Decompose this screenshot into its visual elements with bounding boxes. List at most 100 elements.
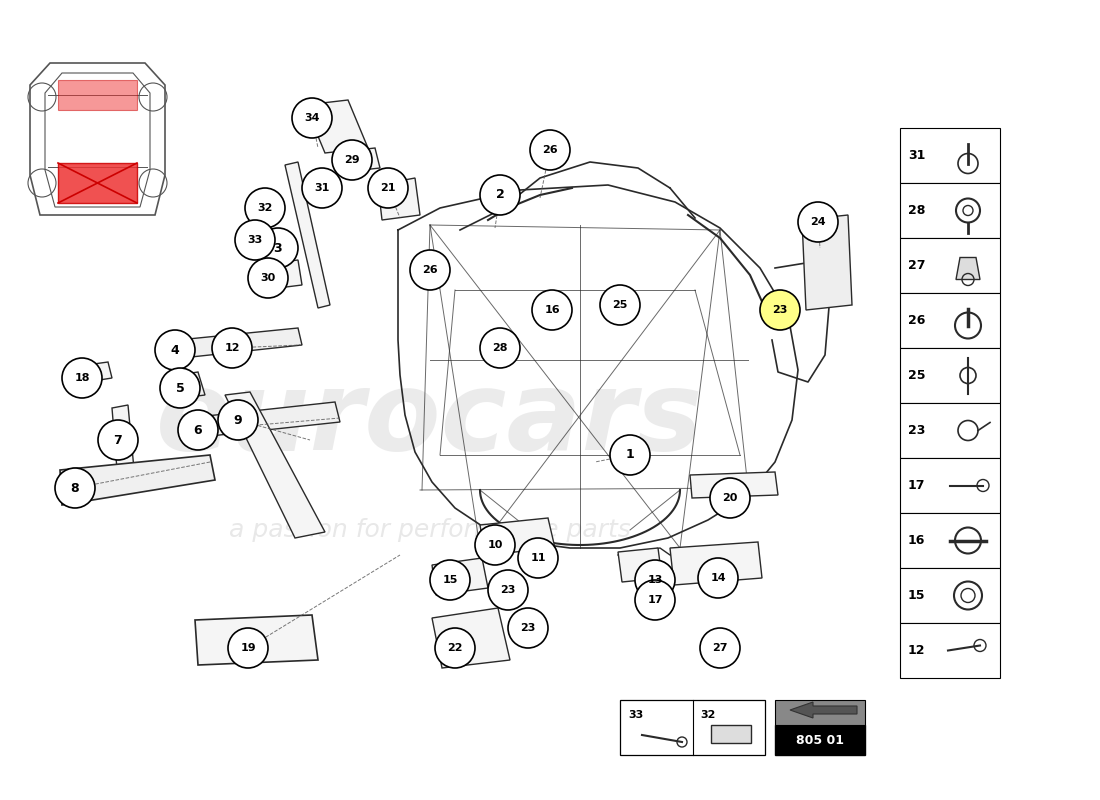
Text: 17: 17 <box>647 595 662 605</box>
Text: 19: 19 <box>240 643 256 653</box>
Text: 34: 34 <box>305 113 320 123</box>
Bar <box>900 238 1000 293</box>
Text: 25: 25 <box>613 300 628 310</box>
Polygon shape <box>790 702 857 718</box>
Text: 3: 3 <box>274 242 283 254</box>
Circle shape <box>332 140 372 180</box>
Text: 26: 26 <box>422 265 438 275</box>
Bar <box>900 403 1000 458</box>
Circle shape <box>98 420 138 460</box>
Polygon shape <box>802 215 852 310</box>
Text: 27: 27 <box>908 259 925 272</box>
Polygon shape <box>58 80 138 110</box>
Text: 28: 28 <box>493 343 508 353</box>
Text: 31: 31 <box>315 183 330 193</box>
Text: 14: 14 <box>711 573 726 583</box>
Text: 23: 23 <box>520 623 536 633</box>
Text: 30: 30 <box>261 273 276 283</box>
Text: 23: 23 <box>772 305 788 315</box>
Circle shape <box>710 478 750 518</box>
Circle shape <box>235 220 275 260</box>
Bar <box>900 458 1000 513</box>
Circle shape <box>530 130 570 170</box>
Text: 16: 16 <box>544 305 560 315</box>
Bar <box>900 293 1000 348</box>
Polygon shape <box>340 148 379 172</box>
Circle shape <box>430 560 470 600</box>
Circle shape <box>600 285 640 325</box>
Text: 23: 23 <box>500 585 516 595</box>
Text: 1: 1 <box>626 449 635 462</box>
Circle shape <box>635 560 675 600</box>
Text: 12: 12 <box>908 644 925 657</box>
Circle shape <box>178 410 218 450</box>
Circle shape <box>955 527 981 554</box>
Text: 26: 26 <box>908 314 925 327</box>
Text: 17: 17 <box>908 479 925 492</box>
Text: 5: 5 <box>176 382 185 394</box>
Polygon shape <box>305 100 369 153</box>
Polygon shape <box>258 260 303 290</box>
Polygon shape <box>378 178 420 220</box>
Text: 4: 4 <box>170 343 179 357</box>
Polygon shape <box>65 362 112 385</box>
Text: 10: 10 <box>487 540 503 550</box>
Text: 15: 15 <box>442 575 458 585</box>
Text: 33: 33 <box>628 710 643 720</box>
Circle shape <box>958 154 978 174</box>
Text: 7: 7 <box>113 434 122 446</box>
Text: 24: 24 <box>811 217 826 227</box>
Circle shape <box>956 198 980 222</box>
Text: 26: 26 <box>542 145 558 155</box>
Bar <box>711 725 750 743</box>
Text: 11: 11 <box>530 553 546 563</box>
Polygon shape <box>188 402 340 438</box>
Polygon shape <box>112 405 135 482</box>
Bar <box>900 623 1000 678</box>
Circle shape <box>480 175 520 215</box>
Circle shape <box>955 313 981 338</box>
Text: 2: 2 <box>496 189 505 202</box>
Polygon shape <box>432 608 510 668</box>
Circle shape <box>155 330 195 370</box>
Text: 8: 8 <box>70 482 79 494</box>
Bar <box>900 128 1000 183</box>
Circle shape <box>228 628 268 668</box>
Bar <box>900 513 1000 568</box>
Text: 20: 20 <box>723 493 738 503</box>
Circle shape <box>248 258 288 298</box>
Text: 29: 29 <box>344 155 360 165</box>
Bar <box>900 348 1000 403</box>
Polygon shape <box>956 258 980 279</box>
Text: a passion for performance parts: a passion for performance parts <box>229 518 631 542</box>
Bar <box>776 725 865 755</box>
Text: 31: 31 <box>908 149 925 162</box>
Text: 18: 18 <box>75 373 90 383</box>
Polygon shape <box>60 455 215 505</box>
Text: 12: 12 <box>224 343 240 353</box>
Circle shape <box>798 202 838 242</box>
Circle shape <box>760 290 800 330</box>
Text: 21: 21 <box>381 183 396 193</box>
Circle shape <box>635 580 675 620</box>
Circle shape <box>532 290 572 330</box>
Circle shape <box>954 582 982 610</box>
Polygon shape <box>178 372 205 398</box>
Polygon shape <box>670 542 762 585</box>
Text: eurocars: eurocars <box>156 366 704 474</box>
Circle shape <box>302 168 342 208</box>
Bar <box>900 183 1000 238</box>
Text: 33: 33 <box>248 235 263 245</box>
Text: 28: 28 <box>908 204 925 217</box>
Text: 13: 13 <box>647 575 662 585</box>
Bar <box>620 700 764 755</box>
Polygon shape <box>480 518 556 555</box>
Circle shape <box>62 358 102 398</box>
Polygon shape <box>432 558 488 595</box>
Text: 27: 27 <box>713 643 728 653</box>
Text: 25: 25 <box>908 369 925 382</box>
Circle shape <box>610 435 650 475</box>
Bar <box>900 568 1000 623</box>
Polygon shape <box>618 548 662 582</box>
Circle shape <box>292 98 332 138</box>
